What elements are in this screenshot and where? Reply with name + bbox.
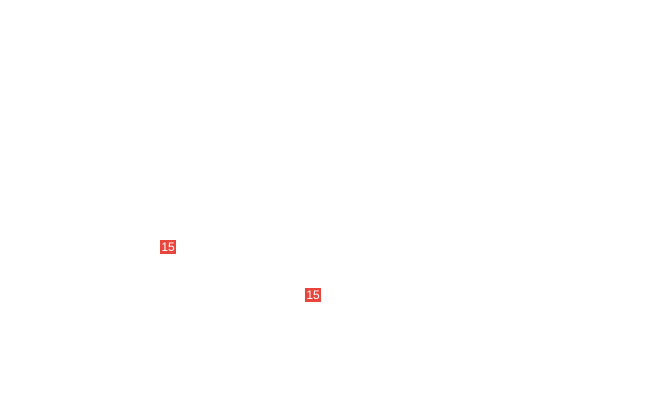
count-badge[interactable]: 15 — [160, 240, 176, 254]
count-badge[interactable]: 15 — [305, 288, 321, 302]
